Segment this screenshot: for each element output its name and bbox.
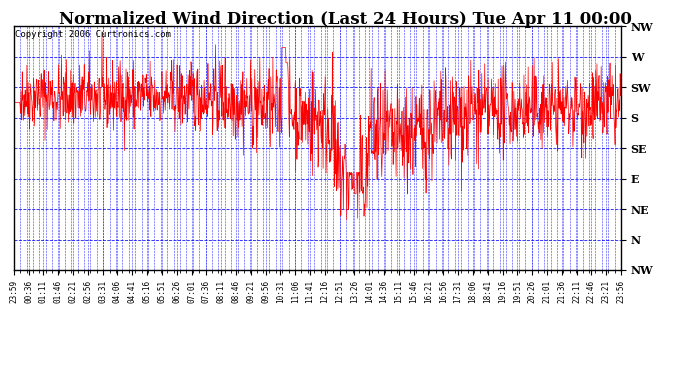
Text: Copyright 2006 Curtronics.com: Copyright 2006 Curtronics.com bbox=[15, 30, 171, 39]
Text: Normalized Wind Direction (Last 24 Hours) Tue Apr 11 00:00: Normalized Wind Direction (Last 24 Hours… bbox=[59, 11, 631, 28]
